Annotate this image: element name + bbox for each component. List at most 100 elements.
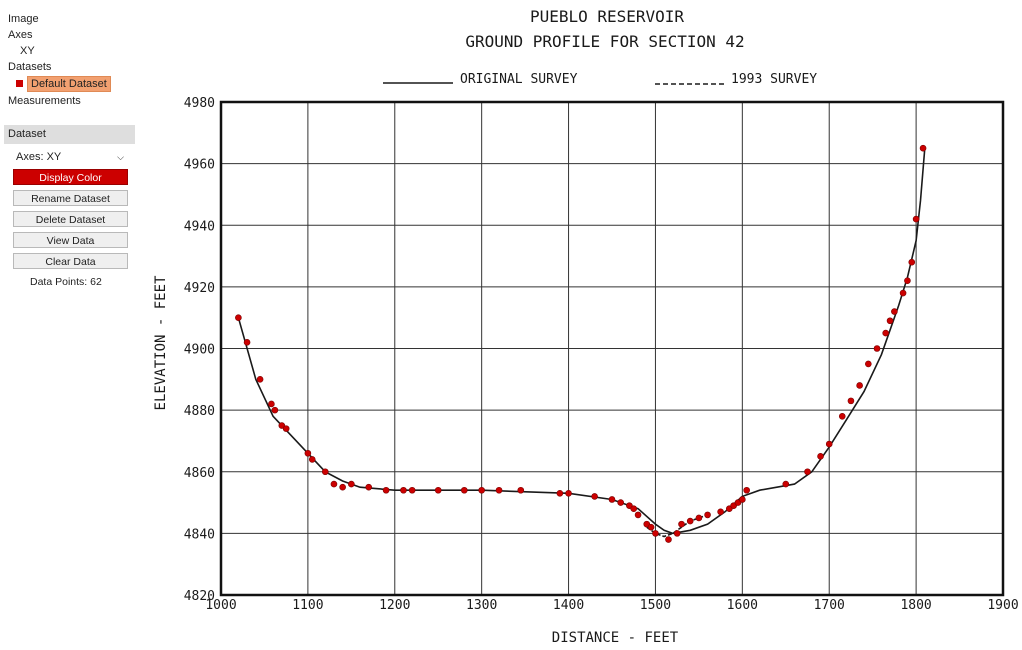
tree-item-image[interactable]: Image [8,13,39,25]
data-point[interactable] [617,499,624,506]
y-tick-label: 4980 [184,96,215,111]
x-tick-labels: 1000 1100 1200 1300 1400 1500 1600 1700 1800 1900 [205,598,1018,613]
data-point[interactable] [838,412,846,420]
axes-select-value: XY [46,151,62,163]
data-point[interactable] [434,486,442,494]
data-point[interactable] [365,483,373,491]
chart-title: PUEBLO RESERVOIR [530,7,684,26]
view-data-button[interactable]: View Data [13,232,128,248]
x-tick-label: 1000 [205,598,236,613]
data-point[interactable] [886,317,894,325]
data-point[interactable] [517,486,525,494]
data-point[interactable] [308,456,316,463]
data-point[interactable] [268,400,275,408]
legend-label-original: ORIGINAL SURVEY [460,72,578,87]
data-point[interactable] [608,496,616,503]
y-tick-labels: 4820 4840 4860 4880 4900 4920 4940 4960 4980 [184,96,215,604]
data-point[interactable] [304,449,312,457]
data-point[interactable] [256,376,264,383]
x-tick-label: 1100 [292,598,323,613]
x-tick-label: 1700 [814,598,845,613]
y-tick-label: 4960 [184,158,215,173]
data-point[interactable] [704,511,711,519]
tree-item-default-dataset[interactable]: Default Dataset [16,76,111,92]
data-point[interactable] [630,505,638,513]
data-point[interactable] [717,508,724,516]
data-point[interactable] [243,339,251,346]
data-point[interactable] [495,486,503,494]
y-tick-label: 4900 [184,343,215,358]
data-point[interactable] [904,277,911,285]
tree-item-axes[interactable]: Axes [8,29,33,41]
left-panel: Image Axes XY Datasets Default Dataset M… [0,0,138,650]
rename-dataset-button[interactable]: Rename Dataset [13,190,128,206]
data-point[interactable] [882,329,890,337]
data-point[interactable] [739,496,746,503]
x-tick-label: 1800 [900,598,931,613]
x-tick-label: 1600 [727,598,758,613]
data-point[interactable] [919,144,927,152]
delete-dataset-button[interactable]: Delete Dataset [13,211,128,227]
data-point[interactable] [652,530,659,537]
legend: ORIGINAL SURVEY 1993 SURVEY [383,72,817,87]
data-point[interactable] [235,314,242,321]
data-point[interactable] [382,486,390,494]
legend-label-1993: 1993 SURVEY [731,72,817,87]
plot-frame [219,100,1005,597]
series-line-original-survey [237,148,926,535]
data-point[interactable] [912,215,920,223]
data-point[interactable] [460,486,468,494]
data-point[interactable] [678,520,685,528]
data-point[interactable] [339,483,346,491]
data-point[interactable] [847,397,855,405]
data-point[interactable] [891,308,898,315]
data-point[interactable] [865,360,872,368]
data-point[interactable] [271,406,279,414]
data-point[interactable] [634,511,642,519]
tree-item-axes-xy[interactable]: XY [20,45,35,57]
display-color-button[interactable]: Display Color [13,169,128,185]
data-point[interactable] [899,289,907,297]
data-point[interactable] [673,530,681,537]
chevron-down-icon: ⌵ [117,152,124,162]
data-points-value: 62 [90,276,102,288]
x-axis-label: DISTANCE - FEET [552,630,679,646]
data-point[interactable] [665,536,672,543]
tree-item-datasets[interactable]: Datasets [8,61,52,73]
data-point[interactable] [817,453,824,460]
data-point[interactable] [348,480,355,488]
data-point[interactable] [856,382,863,389]
chart-subtitle: GROUND PROFILE FOR SECTION 42 [465,32,744,51]
data-point[interactable] [282,425,290,432]
clear-data-button[interactable]: Clear Data [13,253,128,269]
x-tick-label: 1500 [640,598,671,613]
data-point[interactable] [908,258,916,266]
data-point[interactable] [825,440,833,448]
y-tick-label: 4820 [184,589,215,604]
data-point[interactable] [408,486,416,494]
y-tick-label: 4860 [184,466,215,481]
series-lines [237,148,926,538]
data-point[interactable] [330,480,338,488]
y-tick-label: 4920 [184,281,215,296]
data-point[interactable] [782,480,790,488]
data-point[interactable] [400,486,407,494]
data-point[interactable] [478,486,485,494]
dataset-color-swatch [16,80,23,87]
data-point[interactable] [743,486,750,494]
axes-select[interactable]: Axes: XY ⌵ [16,150,130,164]
data-point[interactable] [321,468,329,476]
data-point[interactable] [804,468,811,476]
data-point[interactable] [565,490,572,497]
data-point[interactable] [686,517,694,525]
grid [220,101,1004,596]
data-point[interactable] [695,514,703,522]
tree-item-measurements[interactable]: Measurements [8,95,81,107]
data-point[interactable] [873,345,881,352]
data-point[interactable] [556,490,564,497]
data-points[interactable] [235,144,927,543]
axes-select-label: Axes: [16,151,44,163]
data-point[interactable] [647,523,655,531]
data-point[interactable] [591,493,598,500]
